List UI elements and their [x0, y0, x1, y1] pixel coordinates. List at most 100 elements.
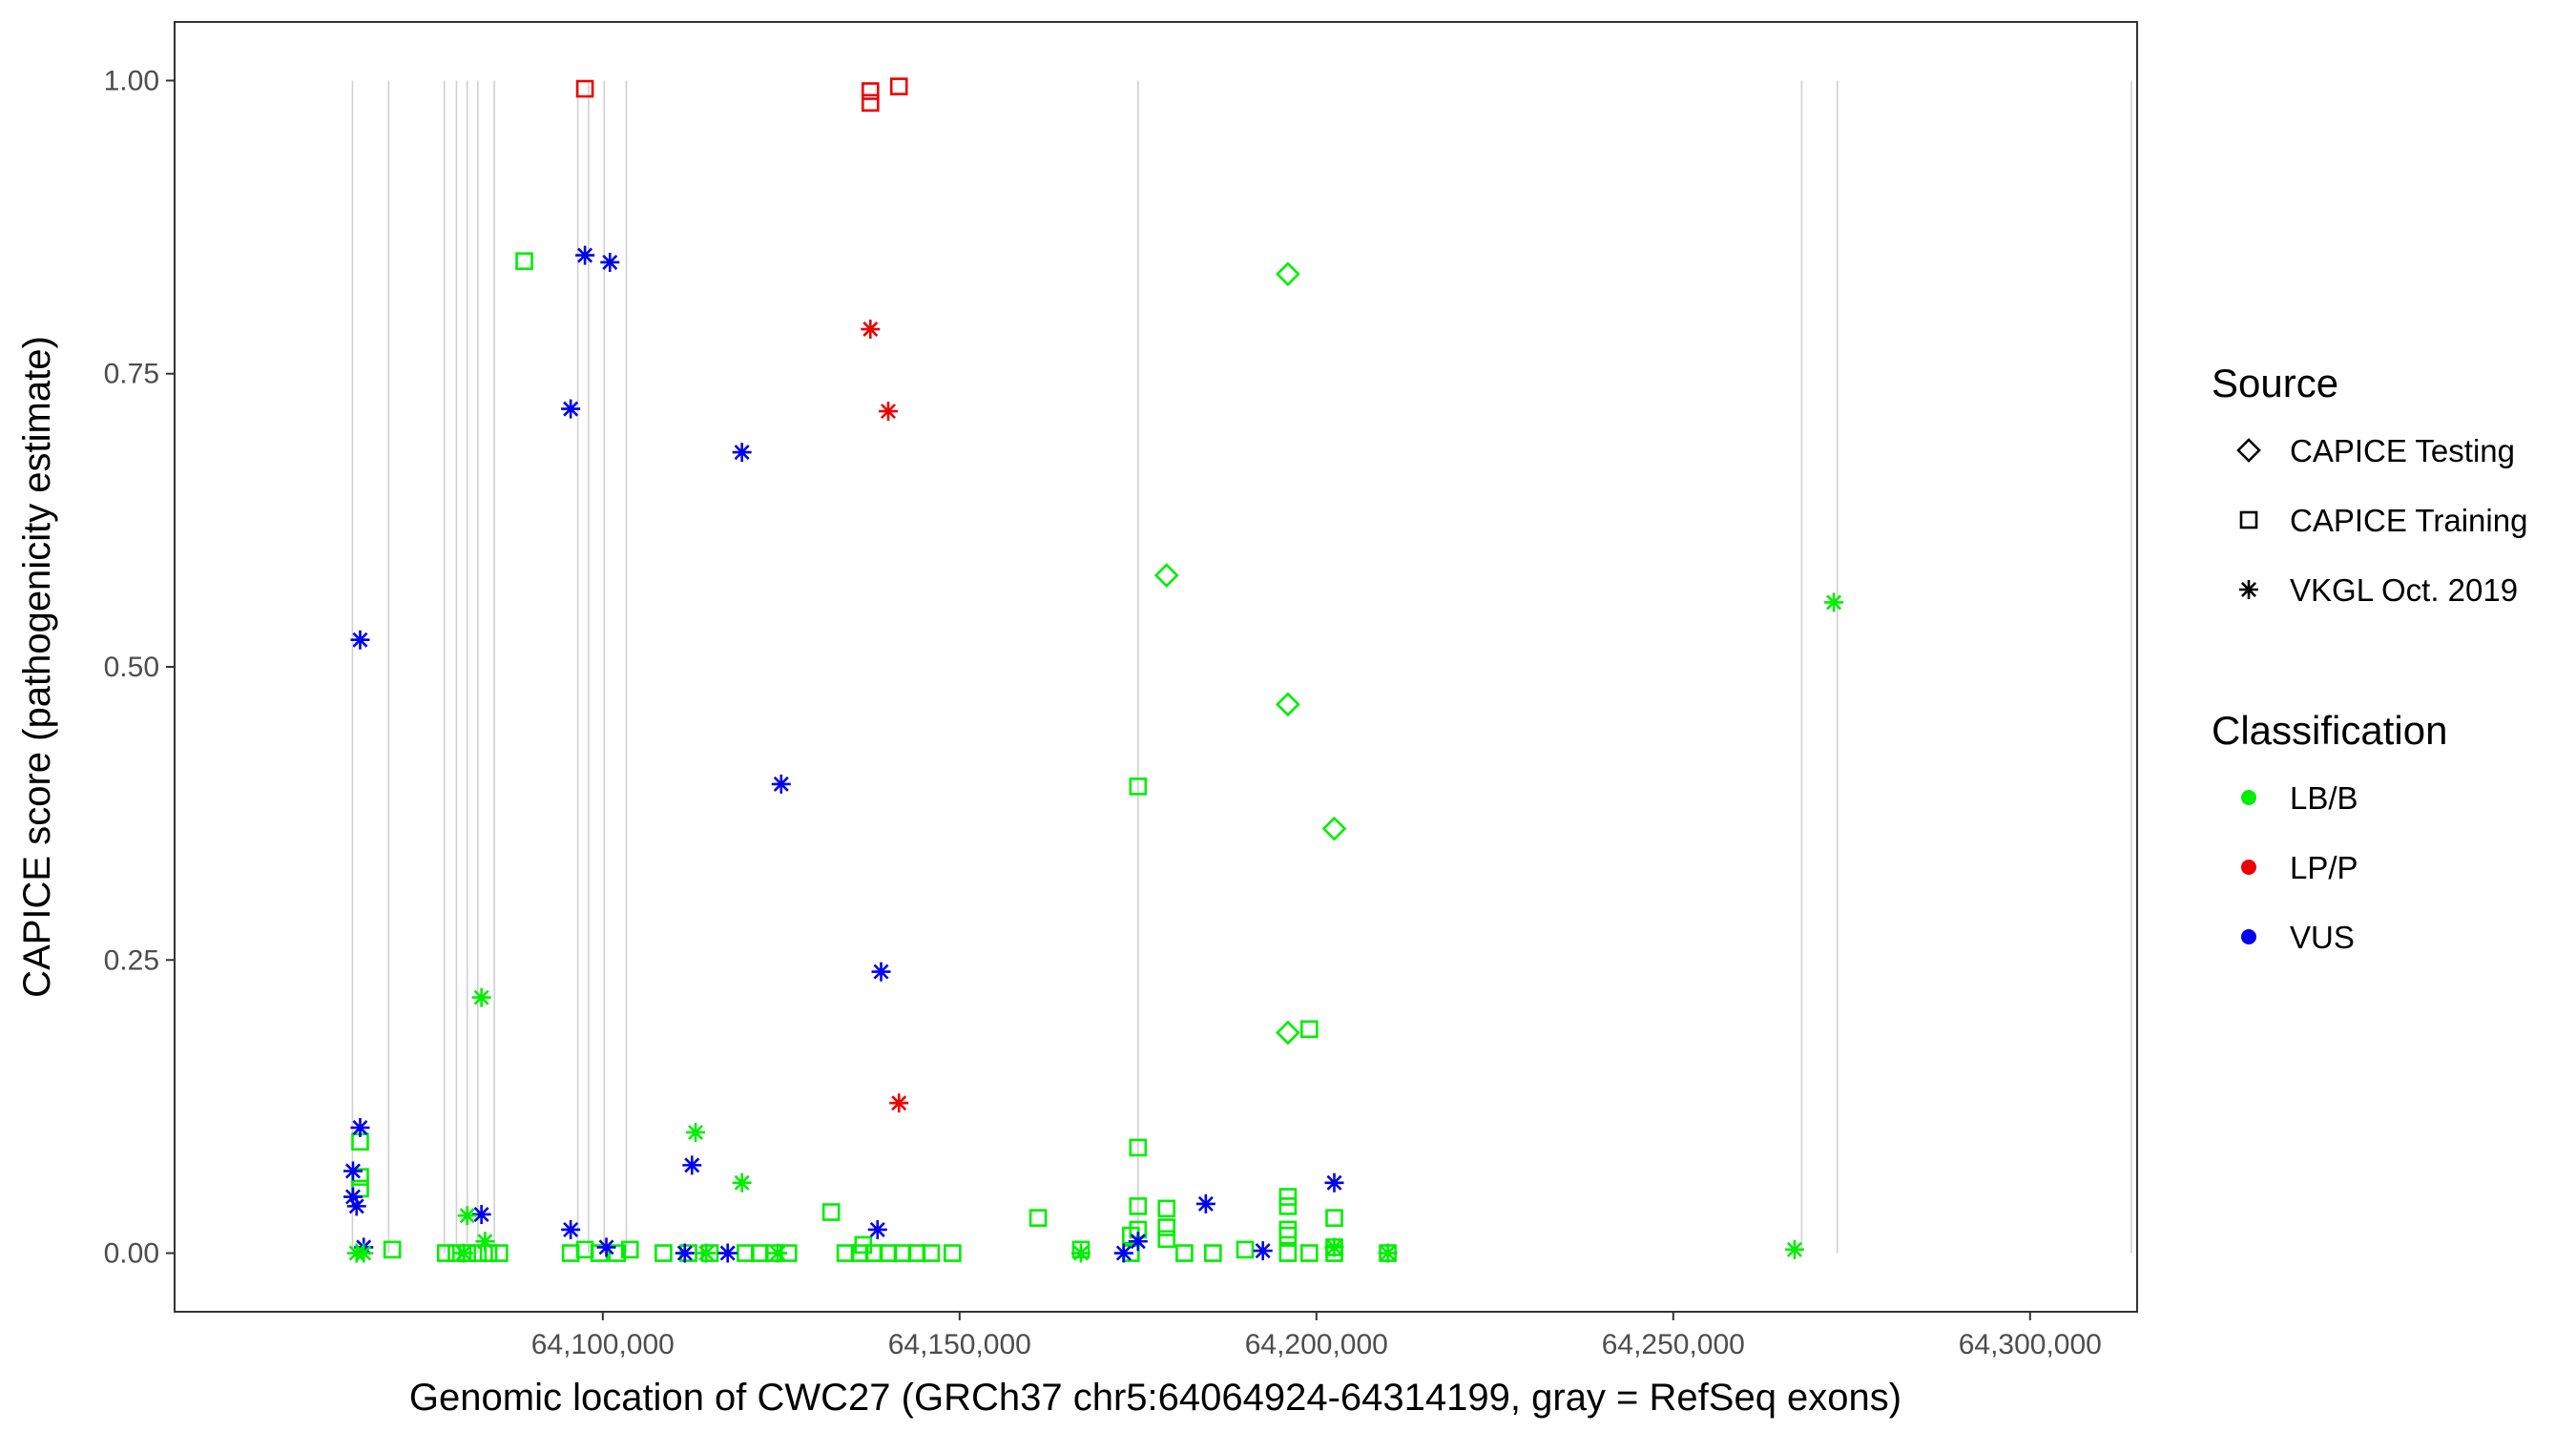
data-point	[490, 1244, 509, 1262]
data-point	[1378, 1243, 1398, 1263]
legend-label: CAPICE Testing	[2290, 433, 2515, 468]
data-point	[1300, 1244, 1319, 1262]
y-axis-title: CAPICE score (pathogenicity estimate)	[16, 336, 58, 998]
data-point	[1824, 592, 1844, 612]
series-asterisk-vus	[343, 245, 1344, 1263]
x-tick-label: 64,150,000	[888, 1329, 1031, 1360]
data-point	[1129, 778, 1148, 796]
data-point	[575, 245, 595, 265]
y-tick-label: 1.00	[104, 65, 159, 96]
data-point	[751, 1244, 769, 1262]
legend-label: VUS	[2290, 920, 2355, 955]
data-point	[1157, 1230, 1176, 1249]
legend-title-classification: Classification	[2212, 708, 2447, 753]
data-point	[1278, 1197, 1298, 1215]
legend: Source CAPICE Testing CAPICE Training VKGL …	[2212, 361, 2527, 955]
x-tick-label: 64,200,000	[1245, 1329, 1388, 1360]
data-point	[771, 774, 791, 794]
data-point	[1028, 1209, 1048, 1227]
legend-label: VKGL Oct. 2019	[2290, 572, 2518, 608]
data-point	[768, 1243, 788, 1263]
data-point	[836, 1244, 855, 1262]
data-point	[343, 1187, 363, 1207]
data-point	[682, 1155, 702, 1175]
data-point	[717, 1243, 737, 1263]
data-point	[561, 1244, 580, 1262]
data-point	[620, 1240, 639, 1259]
x-tick-label: 64,250,000	[1602, 1329, 1745, 1360]
data-point	[436, 1244, 455, 1262]
data-point	[561, 399, 581, 419]
series-asterisk-lbb	[346, 592, 1844, 1263]
x-axis-title: Genomic location of CWC27 (GRCh37 chr5:6…	[409, 1377, 1901, 1419]
x-tick-label: 64,100,000	[531, 1329, 675, 1360]
data-point	[1204, 1244, 1222, 1262]
data-point	[383, 1240, 402, 1259]
data-point	[471, 1204, 491, 1224]
data-point	[1195, 1193, 1215, 1213]
data-points	[343, 77, 1844, 1263]
data-point	[889, 77, 908, 95]
data-point	[608, 1244, 627, 1262]
data-point	[654, 1244, 673, 1262]
y-tick-label: 0.25	[104, 944, 159, 976]
data-point	[575, 79, 594, 98]
data-point	[1300, 1020, 1319, 1039]
x-tick-label: 64,300,000	[1959, 1329, 2102, 1360]
data-point	[1128, 1232, 1148, 1252]
data-point	[861, 320, 881, 340]
data-point	[1129, 1138, 1148, 1157]
data-point	[515, 252, 533, 271]
data-point	[1278, 1244, 1298, 1262]
plot-panel-border	[174, 21, 2138, 1313]
y-axis: 0.00 0.25 0.50 0.75 1.00	[104, 65, 175, 1270]
data-point	[1325, 1209, 1343, 1227]
data-point	[879, 1244, 898, 1262]
data-point	[1236, 1240, 1255, 1259]
data-point	[561, 1219, 581, 1239]
data-point	[879, 402, 898, 422]
data-point	[1324, 1237, 1344, 1257]
data-point	[889, 1093, 909, 1113]
series-square-lpp	[575, 77, 908, 113]
data-point	[737, 1244, 755, 1262]
data-point	[1070, 1243, 1091, 1263]
legend-key-dot	[2241, 790, 2256, 805]
data-point	[453, 1243, 473, 1263]
series-asterisk-lpp	[861, 320, 909, 1113]
data-point	[1175, 1244, 1194, 1262]
data-point	[861, 82, 880, 100]
data-point	[893, 1244, 912, 1262]
data-point	[343, 1161, 363, 1181]
legend-key-diamond	[2236, 438, 2261, 463]
data-point	[922, 1244, 941, 1262]
data-point	[596, 1237, 616, 1257]
series-square-lbb	[351, 252, 1397, 1262]
data-point	[1324, 1172, 1344, 1192]
data-point	[1157, 1199, 1176, 1218]
legend-label: LP/P	[2290, 850, 2358, 885]
y-tick-label: 0.50	[104, 652, 159, 683]
legend-label: LB/B	[2290, 780, 2358, 816]
data-point	[696, 1243, 717, 1263]
y-tick-label: 0.00	[104, 1238, 159, 1270]
data-point	[350, 630, 370, 650]
data-point	[1129, 1197, 1148, 1215]
data-point	[471, 987, 491, 1007]
data-point	[1276, 692, 1300, 717]
data-point	[854, 1235, 873, 1255]
data-point	[354, 1243, 374, 1263]
data-point	[1784, 1239, 1804, 1259]
data-point	[871, 962, 891, 982]
data-point	[475, 1232, 495, 1252]
data-point	[1276, 261, 1300, 287]
data-point	[600, 252, 620, 272]
data-point	[457, 1206, 477, 1226]
series-diamond-lbb	[1153, 261, 1347, 1046]
data-point	[686, 1122, 706, 1142]
data-point	[907, 1244, 926, 1262]
legend-key-dot	[2241, 860, 2256, 875]
x-axis: 64,100,000 64,150,000 64,200,000 64,250,000…	[531, 1312, 2102, 1360]
data-point	[675, 1243, 695, 1263]
